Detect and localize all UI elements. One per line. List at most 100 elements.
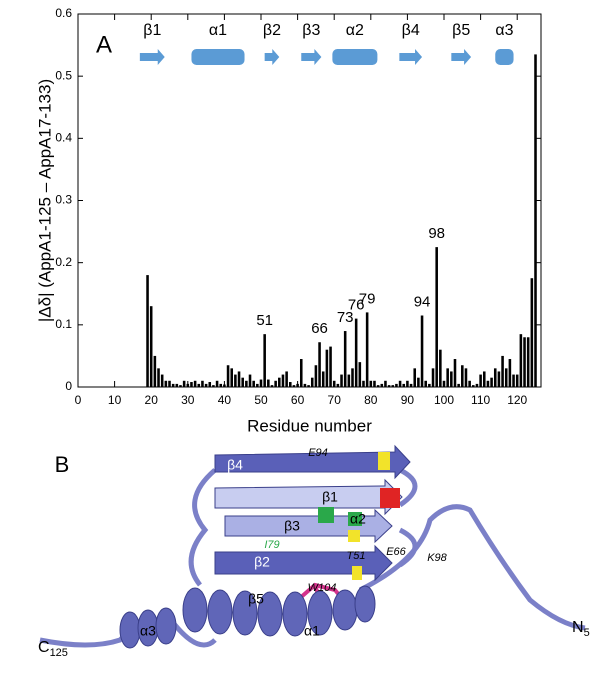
bar xyxy=(190,382,193,387)
strand xyxy=(214,544,393,582)
bar xyxy=(153,355,157,387)
structure-label: β4 xyxy=(227,457,243,473)
structure-label: β1 xyxy=(322,489,338,505)
structure-label: β5 xyxy=(248,591,264,607)
bar xyxy=(398,380,402,387)
x-axis-label: Residue number xyxy=(247,416,372,435)
bar xyxy=(197,383,201,387)
bar xyxy=(457,383,460,387)
terminus-number: 125 xyxy=(50,647,68,659)
bar xyxy=(256,383,259,387)
structure-label: β3 xyxy=(302,22,320,39)
strand-element xyxy=(399,49,423,65)
bar-annotation: 73 xyxy=(337,309,354,326)
bar-annotation: 76 xyxy=(348,297,365,314)
bar xyxy=(376,385,380,387)
y-tick-label: 0.4 xyxy=(55,131,72,145)
bar xyxy=(501,355,504,387)
y-tick-label: 0.6 xyxy=(55,6,72,20)
bar xyxy=(347,374,351,387)
bar xyxy=(515,374,519,387)
residue-patch xyxy=(348,530,360,542)
bar xyxy=(332,380,336,387)
bar xyxy=(278,377,281,387)
structure-label: α3 xyxy=(140,623,156,639)
structure-label: β1 xyxy=(143,22,161,39)
structure-label: E94 xyxy=(308,447,328,459)
strand xyxy=(224,508,393,544)
bar xyxy=(508,359,512,387)
terminus-name: N xyxy=(572,619,584,636)
bar xyxy=(245,380,248,387)
x-tick-label: 80 xyxy=(364,393,378,407)
bar xyxy=(201,380,204,387)
bar xyxy=(164,380,168,387)
bar xyxy=(303,383,307,387)
strand xyxy=(214,444,411,480)
bar xyxy=(318,342,321,387)
residue-patch xyxy=(378,452,390,470)
bar xyxy=(343,331,347,387)
bar xyxy=(219,383,223,387)
strand-element xyxy=(139,49,165,65)
bar xyxy=(420,315,424,387)
x-tick-label: 110 xyxy=(471,393,490,407)
y-tick-label: 0 xyxy=(65,379,72,393)
y-tick-label: 0.5 xyxy=(55,68,72,82)
bar xyxy=(428,383,431,387)
bar xyxy=(263,334,266,387)
structure-label: β5 xyxy=(452,22,470,39)
bar-annotation: 94 xyxy=(414,293,431,310)
bar xyxy=(523,337,526,387)
x-tick-label: 60 xyxy=(291,393,305,407)
bar xyxy=(252,380,255,387)
structure-label: α2 xyxy=(350,511,366,527)
bar-annotation: 98 xyxy=(428,225,445,242)
structure-label: E66 xyxy=(386,546,406,558)
bar xyxy=(442,380,446,387)
helix-element xyxy=(191,49,245,65)
helix xyxy=(182,585,376,637)
bar xyxy=(490,377,493,387)
bar xyxy=(259,379,263,387)
helix-element xyxy=(332,49,378,65)
bar xyxy=(493,368,497,387)
panel-label: A xyxy=(96,31,112,58)
structure-label: β2 xyxy=(263,22,281,39)
bar xyxy=(435,247,438,387)
structure-label: β4 xyxy=(402,22,420,39)
bar xyxy=(149,306,153,387)
strand-element xyxy=(451,49,472,65)
loop xyxy=(188,468,217,587)
x-tick-label: 70 xyxy=(328,393,342,407)
terminus-number: 5 xyxy=(584,627,590,639)
bar xyxy=(212,385,215,387)
bar xyxy=(292,385,296,387)
bar xyxy=(314,365,318,387)
y-tick-label: 0.3 xyxy=(55,193,72,207)
bar xyxy=(395,383,398,387)
bar xyxy=(504,368,508,387)
x-tick-label: 20 xyxy=(145,393,159,407)
structure-label: α3 xyxy=(495,22,513,39)
y-tick-label: 0.1 xyxy=(55,317,72,331)
bar xyxy=(321,371,325,387)
bar xyxy=(365,312,369,387)
x-tick-label: 30 xyxy=(181,393,195,407)
bar xyxy=(479,374,482,387)
bar xyxy=(336,383,340,387)
bar xyxy=(310,377,314,387)
bar xyxy=(351,368,354,387)
bar xyxy=(424,380,427,387)
bar xyxy=(285,371,288,387)
x-tick-label: 40 xyxy=(218,393,232,407)
bar xyxy=(179,385,182,387)
bar xyxy=(472,385,475,387)
bar xyxy=(534,54,537,388)
bar xyxy=(204,383,208,387)
bar xyxy=(296,383,299,387)
structure-label: I79 xyxy=(264,539,279,551)
bar xyxy=(267,379,270,387)
bar xyxy=(526,337,530,387)
bar-annotation: 66 xyxy=(311,320,328,337)
